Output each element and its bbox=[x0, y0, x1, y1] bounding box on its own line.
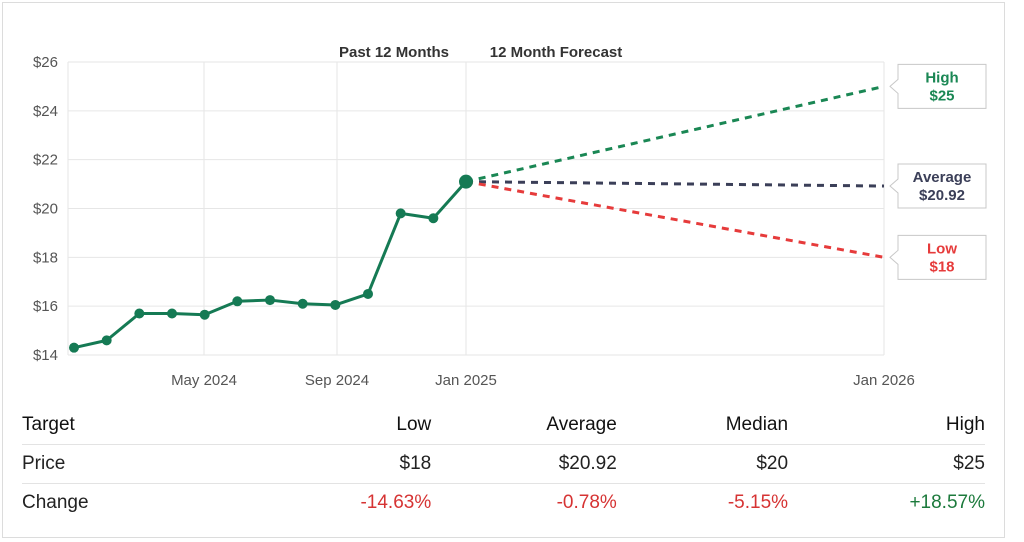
history-point bbox=[363, 288, 373, 299]
y-tick-label: $26 bbox=[33, 54, 58, 71]
history-point bbox=[395, 208, 406, 219]
y-tick-label: $18 bbox=[33, 249, 58, 266]
history-point bbox=[134, 308, 145, 319]
y-tick-label: $20 bbox=[33, 201, 58, 218]
history-point bbox=[167, 308, 177, 319]
price-target-table: Target Low Average Median High Price $18… bbox=[22, 406, 985, 522]
callout-box bbox=[889, 234, 987, 280]
y-tick-label: $16 bbox=[33, 298, 58, 315]
callout-value: $18 bbox=[929, 258, 954, 275]
x-tick-label: Jan 2026 bbox=[853, 372, 915, 389]
x-tick-label: Jan 2025 bbox=[435, 372, 497, 389]
history-point bbox=[330, 299, 341, 310]
change-median: -5.15% bbox=[727, 492, 789, 513]
callout-value: $25 bbox=[929, 87, 954, 104]
price-median: $20 bbox=[616, 444, 789, 484]
current-price-point bbox=[459, 174, 473, 189]
x-tick-label: May 2024 bbox=[171, 372, 237, 389]
header-low: Low bbox=[88, 406, 432, 445]
header-median: Median bbox=[616, 406, 789, 445]
history-point bbox=[297, 298, 308, 309]
forecast-lines bbox=[465, 84, 885, 259]
price-high: $25 bbox=[788, 444, 985, 484]
change-label: Change bbox=[22, 492, 89, 513]
price-average: $20.92 bbox=[431, 444, 617, 484]
callout-box bbox=[889, 163, 987, 209]
forecast-line-average bbox=[465, 180, 885, 188]
history-point bbox=[232, 296, 243, 307]
x-tick-label: Sep 2024 bbox=[305, 372, 369, 389]
header-average: Average bbox=[431, 406, 617, 445]
y-axis-labels: $14 $16 $18 $20 $22 $24 $26 bbox=[33, 54, 58, 364]
callout-value: $20.92 bbox=[919, 187, 965, 204]
history-line bbox=[73, 180, 468, 350]
change-low: -14.63% bbox=[360, 492, 432, 513]
table-row-change: Change -14.63% -0.78% -5.15% +18.57% bbox=[22, 484, 985, 523]
change-high: +18.57% bbox=[909, 492, 985, 513]
history-point bbox=[428, 213, 439, 224]
chart-grid bbox=[67, 61, 885, 356]
table-header-row: Target Low Average Median High bbox=[22, 406, 985, 445]
callout-average: Average$20.92 bbox=[889, 163, 987, 209]
history-series bbox=[69, 174, 473, 353]
callout-box bbox=[889, 63, 987, 109]
price-label: Price bbox=[22, 444, 89, 484]
header-high: High bbox=[788, 406, 985, 445]
section-label-past: Past 12 Months bbox=[339, 44, 449, 61]
callout-high: High$25 bbox=[889, 63, 987, 109]
history-point bbox=[199, 309, 210, 320]
forecast-line-high bbox=[465, 84, 885, 184]
callout-low: Low$18 bbox=[889, 234, 987, 280]
section-label-forecast: 12 Month Forecast bbox=[490, 44, 623, 61]
y-tick-label: $14 bbox=[33, 347, 58, 364]
y-tick-label: $22 bbox=[33, 152, 58, 169]
callout-title: High bbox=[925, 69, 958, 86]
price-target-chart: $14 $16 $18 $20 $22 $24 $26 May 2024 Sep 2024 Ja… bbox=[33, 44, 987, 389]
price-low: $18 bbox=[88, 444, 432, 484]
y-tick-label: $24 bbox=[33, 103, 58, 120]
history-point bbox=[69, 342, 79, 353]
forecast-callouts: High$25 Average$20.92 Low$18 bbox=[889, 63, 987, 280]
callout-title: Low bbox=[927, 240, 957, 257]
callout-title: Average bbox=[913, 169, 972, 186]
change-average: -0.78% bbox=[556, 492, 617, 513]
x-axis-labels: May 2024 Sep 2024 Jan 2025 Jan 2026 bbox=[171, 372, 915, 389]
history-point bbox=[265, 295, 275, 306]
history-point bbox=[101, 335, 112, 346]
forecast-line-low bbox=[465, 180, 885, 259]
header-target: Target bbox=[22, 406, 89, 445]
table-row-price: Price $18 $20.92 $20 $25 bbox=[22, 444, 985, 484]
